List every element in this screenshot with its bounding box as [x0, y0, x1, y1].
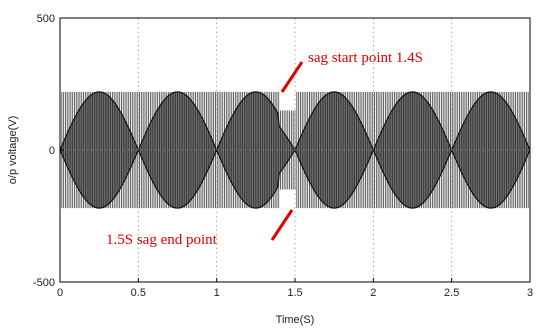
y-axis-label: o/p voltage(V): [7, 116, 19, 184]
sag-start-arrow: [280, 61, 304, 93]
annotation-sag-start: sag start point 1.4S: [308, 50, 423, 66]
y-tick-label: 500: [37, 13, 55, 25]
grid-layer: [60, 18, 530, 282]
x-tick-label: 3: [527, 287, 533, 299]
sag-notch-top: [279, 89, 295, 111]
sag-notch-bottom: [279, 189, 295, 211]
x-tick-label: 2: [370, 287, 376, 299]
y-tick-label: -500: [33, 277, 55, 289]
y-tick-label: 0: [49, 145, 55, 157]
x-tick-label: 0: [57, 287, 63, 299]
plot-frame: [59, 17, 531, 283]
x-tick-label: 1.5: [287, 287, 302, 299]
x-axis-label: Time(S): [276, 314, 315, 326]
x-tick-label: 1: [214, 287, 220, 299]
annotation-sag-end: 1.5S sag end point: [106, 232, 218, 248]
x-tick-label: 0.5: [131, 287, 146, 299]
x-tick-label: 2.5: [444, 287, 459, 299]
sag-end-arrow: [270, 209, 294, 241]
